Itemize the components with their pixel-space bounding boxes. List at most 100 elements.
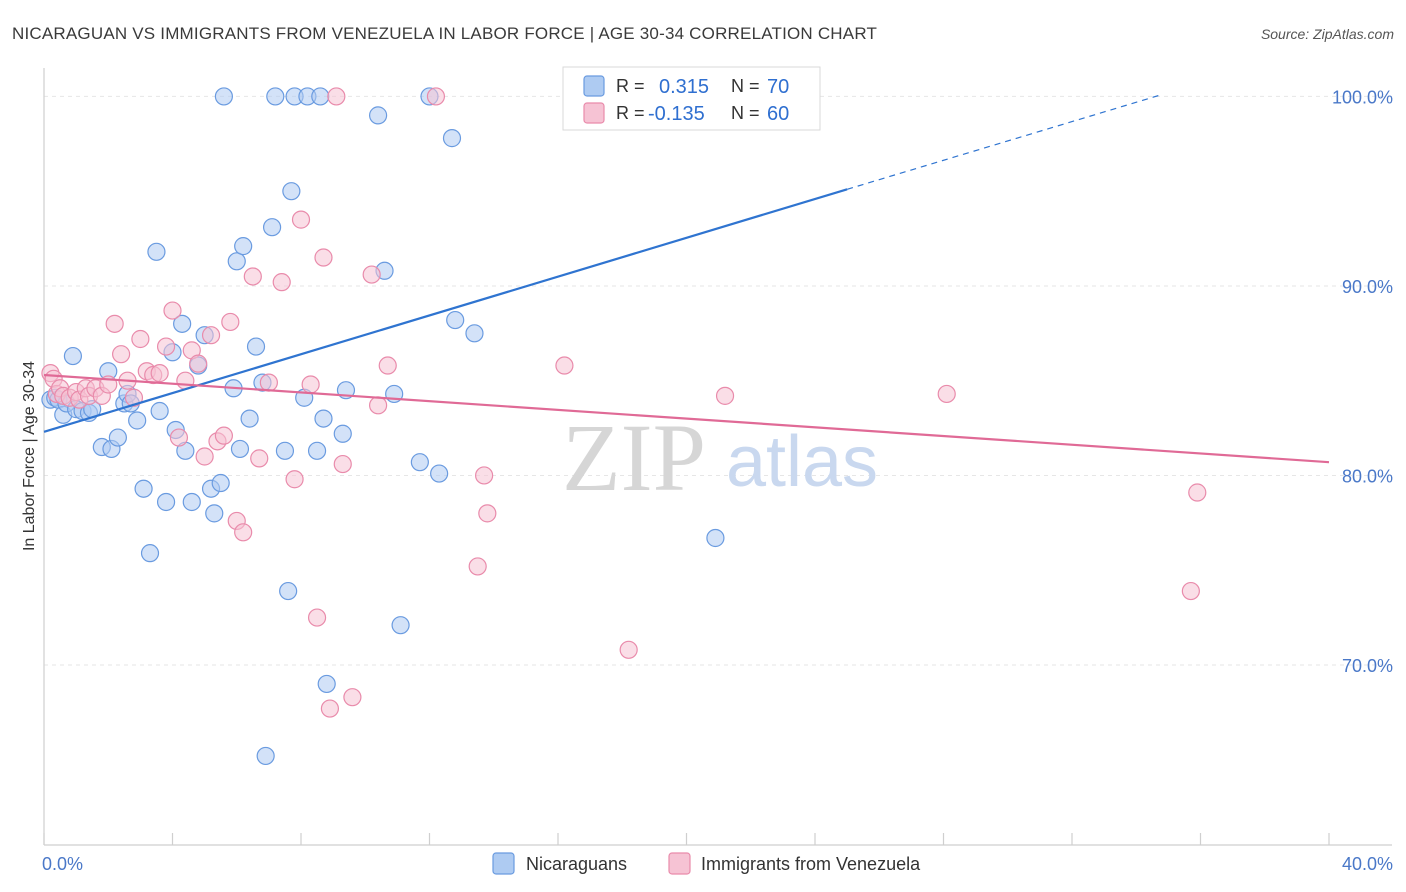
nicaraguans-point-31 (205, 504, 224, 523)
venezuela-point-13 (105, 314, 124, 333)
nicaraguans-point-59 (391, 616, 410, 635)
stats-n-label-0: N = (731, 76, 760, 96)
stats-swatch-nicaraguans (583, 75, 605, 97)
nicaraguans-point-35 (227, 252, 246, 271)
venezuela-point-30 (214, 426, 233, 445)
venezuela-point-45 (333, 454, 352, 474)
chart-source: Source: ZipAtlas.com (1261, 26, 1394, 42)
stats-r-value-0: 0.315 (659, 76, 709, 98)
venezuela-point-21 (156, 337, 176, 356)
nicaraguans-point-19 (140, 544, 160, 563)
nicaraguans-point-50 (307, 441, 327, 460)
venezuela-point-33 (234, 523, 253, 542)
venezuela-point-42 (314, 248, 333, 267)
venezuela-point-48 (369, 396, 388, 415)
nicaraguans-point-42 (262, 218, 282, 237)
venezuela-point-36 (259, 373, 278, 392)
venezuela-point-58 (1181, 581, 1200, 601)
venezuela-point-38 (285, 470, 304, 489)
venezuela-point-55 (619, 640, 638, 659)
legend-swatch-venezuela (668, 852, 691, 875)
nicaraguans-point-65 (465, 324, 484, 343)
watermark: ZIP atlas (562, 404, 878, 511)
nicaraguans-point-13 (108, 428, 127, 447)
nicaraguans-point-51 (311, 87, 330, 106)
nicaraguans-point-54 (333, 424, 352, 443)
nicaraguans-point-32 (211, 473, 230, 493)
venezuela-point-35 (250, 449, 269, 468)
venezuela-point-49 (378, 356, 397, 375)
venezuela-point-56 (715, 386, 735, 405)
x-tick-label-1: 40.0% (1342, 854, 1393, 874)
nicaraguans-point-39 (246, 337, 266, 356)
nicaraguans-point-21 (150, 401, 169, 421)
watermark-zip: ZIP (562, 404, 706, 511)
venezuela-point-53 (478, 504, 497, 523)
venezuela-point-43 (320, 699, 340, 718)
venezuela-point-40 (301, 375, 320, 394)
y-axis-label: In Labor Force | Age 30-34 (21, 361, 38, 551)
watermark-atlas: atlas (726, 422, 878, 502)
nicaraguans-point-43 (266, 87, 285, 106)
nicaraguans-point-5 (63, 346, 83, 366)
nicaraguans-point-56 (369, 106, 388, 125)
stats-r-label-1: R = (616, 103, 645, 123)
stats-r-value-1: -0.135 (648, 103, 705, 125)
y-tick-label-3: 70.0% (1342, 656, 1393, 676)
nicaraguans-trend-extension (846, 93, 1163, 190)
venezuela-point-51 (468, 557, 487, 576)
trend-lines (43, 93, 1330, 464)
stats-legend-box (562, 66, 821, 131)
bottom-legend: Nicaraguans Immigrants from Venezuela (492, 852, 921, 875)
venezuela-point-59 (1188, 483, 1207, 502)
nicaraguans-point-38 (240, 409, 259, 428)
y-tick-labels: 100.0% 90.0% 80.0% 70.0% (1332, 87, 1393, 676)
nicaraguans-point-27 (182, 492, 201, 512)
nicaraguans-point-52 (314, 409, 333, 428)
nicaraguans-point-41 (256, 746, 275, 766)
axes (43, 68, 1392, 846)
nicaraguans-trend-line (43, 188, 848, 433)
venezuela-trend-line (43, 373, 1330, 464)
legend-label-nicaraguans: Nicaraguans (526, 854, 627, 874)
stats-n-value-0: 70 (767, 76, 789, 98)
nicaraguans-point-60 (410, 453, 429, 472)
nicaraguans-point-20 (147, 242, 166, 261)
nicaraguans-point-36 (230, 439, 250, 459)
venezuela-point-39 (291, 210, 311, 229)
nicaraguans-point-46 (282, 182, 301, 201)
venezuela-point-54 (555, 356, 574, 375)
nicaraguans-point-64 (446, 310, 465, 330)
nicaraguans-point-33 (214, 87, 233, 106)
venezuela-point-52 (475, 466, 494, 485)
venezuela-point-31 (221, 312, 240, 332)
venezuela-point-20 (150, 364, 169, 383)
venezuela-point-57 (937, 384, 956, 404)
venezuela-point-26 (189, 354, 208, 373)
nicaraguans-point-69 (706, 528, 725, 548)
venezuela-point-50 (426, 87, 446, 106)
nicaraguans-point-22 (156, 492, 176, 512)
venezuela-point-34 (243, 267, 262, 286)
venezuela-point-17 (131, 329, 150, 349)
y-tick-label-2: 80.0% (1342, 466, 1393, 486)
venezuela-point-28 (201, 326, 221, 345)
stats-legend: R = 0.315 N = 70 R = -0.135 N = 60 (562, 66, 821, 131)
nicaraguans-point-63 (442, 129, 462, 148)
legend-label-venezuela: Immigrants from Venezuela (701, 854, 921, 874)
stats-r-label-0: R = (616, 76, 645, 96)
x-tick-labels: 0.0% 40.0% (42, 854, 1393, 874)
venezuela-point-27 (195, 447, 214, 466)
venezuela-point-22 (163, 301, 182, 320)
legend-swatch-nicaraguans (492, 852, 515, 875)
y-tick-label-0: 100.0% (1332, 87, 1393, 107)
x-ticks (43, 833, 1330, 845)
venezuela-point-46 (343, 688, 362, 707)
y-tick-label-1: 90.0% (1342, 277, 1393, 297)
venezuela-point-16 (124, 388, 144, 407)
nicaraguans-point-17 (128, 411, 147, 430)
stats-n-value-1: 60 (767, 103, 789, 125)
gridlines (44, 95, 1392, 666)
venezuela-point-37 (272, 273, 291, 292)
